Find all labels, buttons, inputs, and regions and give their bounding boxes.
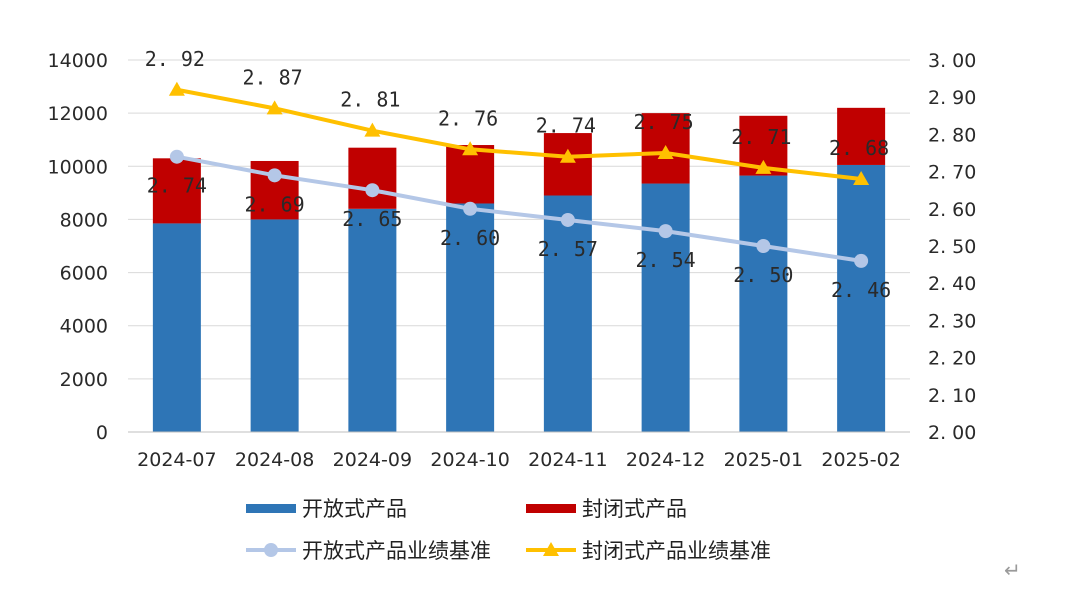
y-right-tick-label: 2. 90 bbox=[928, 87, 976, 109]
y-left-tick-label: 8000 bbox=[60, 209, 108, 231]
y-right-tick-label: 2. 00 bbox=[928, 422, 976, 444]
closed-benchmark-point bbox=[364, 122, 381, 137]
open-benchmark-point bbox=[267, 168, 282, 183]
return-symbol-icon: ↵ bbox=[1004, 558, 1021, 582]
legend-label: 开放式产品业绩基准 bbox=[302, 539, 491, 563]
legend-label: 封闭式产品 bbox=[582, 497, 687, 521]
open-benchmark-data-label: 2. 65 bbox=[342, 207, 402, 231]
closed-benchmark-data-label: 2. 87 bbox=[243, 65, 303, 89]
bar-closed-product bbox=[543, 133, 592, 196]
bar-closed-product bbox=[837, 107, 886, 165]
open-benchmark-line bbox=[176, 154, 862, 263]
y-left-tick-label: 4000 bbox=[60, 316, 108, 338]
closed-benchmark-point bbox=[853, 171, 870, 186]
x-tick-label: 2025-01 bbox=[724, 449, 803, 471]
x-tick-label: 2024-11 bbox=[528, 449, 607, 471]
bar-open-product bbox=[543, 195, 592, 432]
bar-closed-product bbox=[348, 147, 397, 209]
open-benchmark-point bbox=[854, 253, 869, 268]
open-benchmark-point bbox=[658, 224, 673, 239]
closed-benchmark-data-label: 2. 75 bbox=[634, 110, 694, 134]
y-left-tick-label: 2000 bbox=[60, 369, 108, 391]
y-right-tick-label: 3. 00 bbox=[928, 50, 976, 72]
y-left-tick-label: 10000 bbox=[48, 156, 108, 178]
open-benchmark-point bbox=[169, 149, 184, 164]
open-benchmark-point bbox=[560, 212, 575, 227]
legend-triangle-marker-icon bbox=[543, 542, 559, 556]
closed-benchmark-point bbox=[755, 159, 772, 174]
open-benchmark-data-label: 2. 74 bbox=[147, 174, 207, 198]
bar-open-product bbox=[739, 175, 788, 433]
y-right-tick-label: 2. 70 bbox=[928, 162, 976, 184]
closed-benchmark-data-label: 2. 68 bbox=[829, 136, 889, 160]
closed-benchmark-data-label: 2. 81 bbox=[340, 88, 400, 112]
y-left-tick-label: 6000 bbox=[60, 263, 108, 285]
legend-circle-marker-icon bbox=[264, 543, 278, 557]
closed-benchmark-data-label: 2. 74 bbox=[536, 114, 596, 138]
closed-benchmark-point bbox=[168, 81, 185, 96]
bar-closed-product bbox=[152, 158, 201, 224]
closed-benchmark-line bbox=[176, 87, 862, 182]
bar-open-product bbox=[446, 203, 495, 432]
legend-label: 开放式产品 bbox=[302, 497, 407, 521]
open-benchmark-point bbox=[463, 201, 478, 216]
legend-swatch-closed-product bbox=[526, 504, 576, 513]
closed-benchmark-point bbox=[462, 141, 479, 156]
bar-open-product bbox=[250, 219, 299, 432]
x-tick-label: 2025-02 bbox=[821, 449, 900, 471]
y-left-tick-label: 0 bbox=[96, 422, 108, 444]
open-benchmark-data-label: 2. 60 bbox=[440, 226, 500, 250]
closed-benchmark-data-label: 2. 76 bbox=[438, 106, 498, 130]
x-tick-label: 2024-10 bbox=[430, 449, 509, 471]
legend-swatch-open-product bbox=[246, 504, 296, 513]
open-benchmark-point bbox=[365, 183, 380, 198]
y-right-tick-label: 2. 50 bbox=[928, 236, 976, 258]
y-right-tick-label: 2. 80 bbox=[928, 124, 976, 146]
closed-benchmark-point bbox=[266, 100, 283, 115]
x-tick-label: 2024-12 bbox=[626, 449, 705, 471]
open-benchmark-point bbox=[756, 239, 771, 253]
closed-benchmark-point bbox=[657, 145, 674, 159]
y-right-tick-label: 2. 60 bbox=[928, 199, 976, 221]
bar-open-product bbox=[348, 208, 397, 432]
legend-label: 封闭式产品业绩基准 bbox=[582, 539, 771, 563]
closed-benchmark-point bbox=[559, 148, 576, 163]
y-right-tick-label: 2. 20 bbox=[928, 348, 976, 370]
open-benchmark-data-label: 2. 50 bbox=[733, 263, 793, 287]
bar-open-product bbox=[152, 223, 201, 432]
x-tick-label: 2024-08 bbox=[235, 449, 314, 471]
open-benchmark-data-label: 2. 57 bbox=[538, 237, 598, 261]
closed-benchmark-data-label: 2. 92 bbox=[145, 47, 205, 71]
bar-open-product bbox=[641, 183, 690, 432]
y-right-tick-label: 2. 40 bbox=[928, 273, 976, 295]
y-right-tick-label: 2. 10 bbox=[928, 385, 976, 407]
open-benchmark-data-label: 2. 54 bbox=[636, 248, 696, 272]
open-benchmark-data-label: 2. 46 bbox=[831, 278, 891, 302]
bar-open-product bbox=[837, 164, 886, 432]
closed-benchmark-data-label: 2. 71 bbox=[731, 125, 791, 149]
y-left-tick-label: 14000 bbox=[48, 50, 108, 72]
open-benchmark-data-label: 2. 69 bbox=[245, 192, 305, 216]
x-tick-label: 2024-09 bbox=[333, 449, 412, 471]
x-tick-label: 2024-07 bbox=[137, 449, 216, 471]
y-left-tick-label: 12000 bbox=[48, 103, 108, 125]
y-right-tick-label: 2. 30 bbox=[928, 310, 976, 332]
